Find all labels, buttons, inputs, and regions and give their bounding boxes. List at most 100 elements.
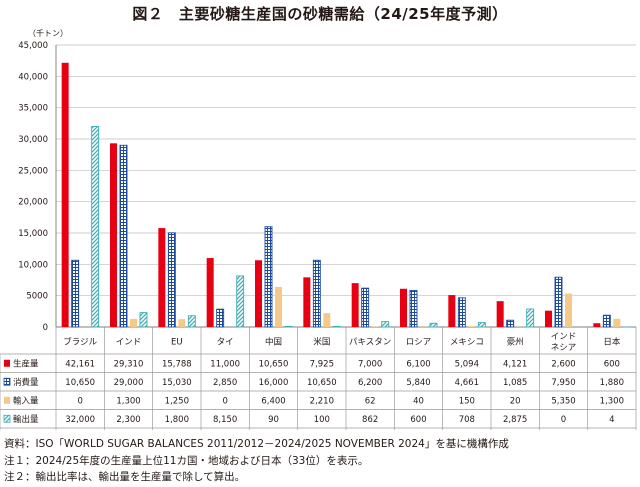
data-label: 1,880: [600, 378, 624, 388]
y-tick-label: 20,000: [18, 198, 48, 208]
sugar-balance-chart: 0 5000 10,000 15,000 20,000 25,000 30,000 35,00…: [0, 41, 637, 430]
category-label: 中国: [265, 337, 282, 348]
data-label: 862: [362, 415, 378, 425]
data-label: 40: [413, 396, 424, 406]
legend-label-輸出量: 輸出量: [13, 414, 39, 425]
bar-輸入量-EU: [178, 319, 186, 327]
bar-生産量-米国: [303, 277, 311, 327]
data-label: 0: [222, 396, 227, 406]
note-1: 注１：2024/25年度の生産量上位11カ国・地域および日本（33位）を表示。: [4, 454, 369, 467]
data-label: 1,300: [116, 396, 140, 406]
bar-生産量-ブラジル: [61, 62, 69, 327]
bar-消費量-ブラジル: [71, 259, 80, 328]
data-label: 2,600: [551, 359, 575, 369]
data-label: 10,650: [307, 378, 337, 388]
bar-輸出量-タイ: [236, 275, 245, 328]
bar-輸出量-豪州: [526, 308, 535, 328]
bar-輸出量-パキスタン: [381, 321, 390, 328]
y-tick-label: 35,000: [18, 104, 48, 114]
bar-輸出量-ロシア: [429, 322, 438, 328]
data-label: 600: [604, 359, 620, 369]
y-tick-label: 30,000: [18, 135, 48, 145]
bar-消費量-メキシコ: [457, 297, 466, 328]
category-label: ネシア: [551, 343, 577, 353]
bar-消費量-インドネシア: [554, 276, 563, 328]
category-label: ロシア: [406, 338, 432, 348]
notes-block: 資料：ISO「WORLD SUGAR BALANCES 2011/2012－20…: [4, 436, 509, 486]
source-note: 資料：ISO「WORLD SUGAR BALANCES 2011/2012－20…: [4, 438, 509, 450]
data-label: 62: [365, 396, 376, 406]
data-label: 2,875: [503, 415, 527, 425]
data-label: 4: [609, 415, 614, 425]
bar-輸入量-米国: [323, 313, 331, 327]
data-label: 0: [77, 396, 82, 406]
data-label: 11,000: [210, 359, 240, 369]
bar-生産量-パキスタン: [351, 283, 359, 327]
category-label: EU: [171, 338, 183, 348]
data-label: 10,650: [259, 359, 289, 369]
data-label: 7,000: [358, 359, 382, 369]
data-label: 6,200: [358, 378, 382, 388]
bar-輸入量-インドネシア: [565, 293, 572, 327]
data-label: 90: [268, 415, 279, 425]
data-label: 1,085: [503, 378, 527, 388]
data-label: 42,161: [65, 359, 95, 369]
data-label: 15,788: [162, 359, 192, 369]
data-label: 29,310: [114, 359, 144, 369]
category-label: インド: [551, 332, 577, 342]
data-label: 2,300: [116, 415, 140, 425]
data-label: 7,925: [310, 359, 334, 369]
bar-輸出量-メキシコ: [477, 322, 486, 328]
data-label: 5,350: [551, 396, 575, 406]
data-label: 32,000: [65, 415, 95, 425]
bar-輸入量-中国: [275, 286, 282, 327]
y-tick-label: 40,000: [18, 72, 48, 82]
y-tick-label: 15,000: [18, 229, 48, 239]
category-label: 日本: [603, 337, 621, 348]
bar-消費量-豪州: [506, 319, 515, 328]
data-label: 10,650: [65, 378, 95, 388]
bar-輸入量-メキシコ: [468, 326, 476, 327]
legend-key-生産量: [4, 359, 10, 367]
y-tick-label: 10,000: [18, 260, 48, 270]
category-label: タイ: [217, 338, 234, 348]
bar-輸入量-日本: [613, 318, 621, 327]
legend-key-輸出量: [3, 414, 11, 423]
data-label: 100: [314, 415, 330, 425]
y-tick-label: 0: [43, 323, 48, 333]
bar-生産量-メキシコ: [448, 295, 456, 327]
data-label: 708: [459, 415, 475, 425]
legend-label-生産量: 生産量: [13, 358, 39, 369]
bar-消費量-インド: [119, 144, 128, 328]
bar-生産量-タイ: [206, 258, 214, 327]
bar-消費量-EU: [167, 232, 176, 328]
bar-輸出量-中国: [284, 325, 293, 328]
category-label: メキシコ: [450, 338, 484, 348]
data-label: 4,121: [503, 359, 527, 369]
data-label: 1,800: [165, 415, 189, 425]
bar-生産量-日本: [593, 323, 601, 327]
y-tick-label: 25,000: [18, 166, 48, 176]
data-label: 6,400: [261, 396, 285, 406]
bar-消費量-パキスタン: [361, 287, 370, 328]
data-label: 5,094: [455, 359, 479, 369]
data-label: 8,150: [213, 415, 237, 425]
bar-生産量-ロシア: [400, 288, 407, 327]
bar-輸入量-インド: [130, 318, 137, 327]
data-label: 1,250: [165, 396, 189, 406]
data-label: 0: [561, 415, 566, 425]
y-tick-label: 5000: [26, 292, 48, 302]
legend-label-消費量: 消費量: [13, 377, 39, 388]
chart-title: 図２ 主要砂糖生産国の砂糖需給（24/25年度予測）: [132, 5, 508, 23]
bar-消費量-中国: [264, 226, 273, 328]
note-2: 注２：輸出比率は、輸出量を生産量で除して算出。: [4, 471, 246, 483]
data-label: 5,840: [406, 378, 430, 388]
category-label: インド: [116, 338, 142, 348]
data-label: 20: [510, 396, 521, 406]
bar-消費量-ロシア: [409, 289, 418, 328]
bar-消費量-米国: [312, 259, 321, 328]
category-label: パキスタン: [349, 338, 391, 348]
y-axis-unit-label: （千トン）: [28, 29, 68, 38]
data-label: 150: [459, 396, 475, 406]
data-label: 1,300: [600, 396, 624, 406]
